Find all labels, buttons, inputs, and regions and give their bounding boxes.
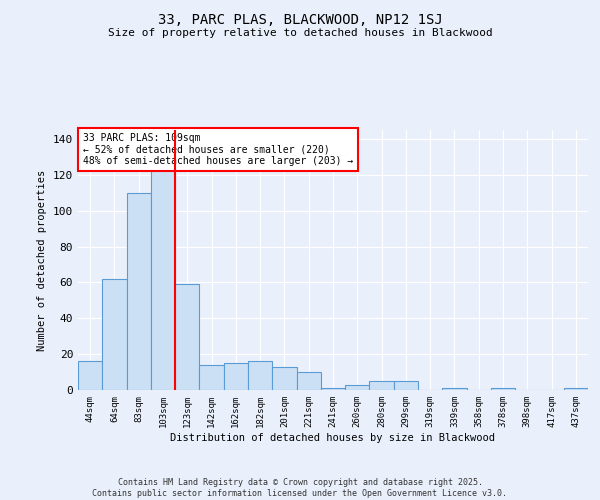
Bar [102,279,127,390]
Bar [564,388,588,390]
Bar [442,388,467,390]
Text: Size of property relative to detached houses in Blackwood: Size of property relative to detached ho… [107,28,493,38]
Text: Contains HM Land Registry data © Crown copyright and database right 2025.
Contai: Contains HM Land Registry data © Crown c… [92,478,508,498]
Bar [199,365,224,390]
Bar [175,284,199,390]
Bar [272,366,296,390]
Text: 33, PARC PLAS, BLACKWOOD, NP12 1SJ: 33, PARC PLAS, BLACKWOOD, NP12 1SJ [158,12,442,26]
X-axis label: Distribution of detached houses by size in Blackwood: Distribution of detached houses by size … [170,432,496,442]
Bar [321,388,345,390]
Bar [491,388,515,390]
Bar [78,362,102,390]
Bar [224,363,248,390]
Bar [345,384,370,390]
Bar [151,148,175,390]
Bar [370,381,394,390]
Bar [248,362,272,390]
Bar [127,193,151,390]
Y-axis label: Number of detached properties: Number of detached properties [37,170,47,350]
Bar [296,372,321,390]
Bar [394,381,418,390]
Text: 33 PARC PLAS: 109sqm
← 52% of detached houses are smaller (220)
48% of semi-deta: 33 PARC PLAS: 109sqm ← 52% of detached h… [83,132,353,166]
